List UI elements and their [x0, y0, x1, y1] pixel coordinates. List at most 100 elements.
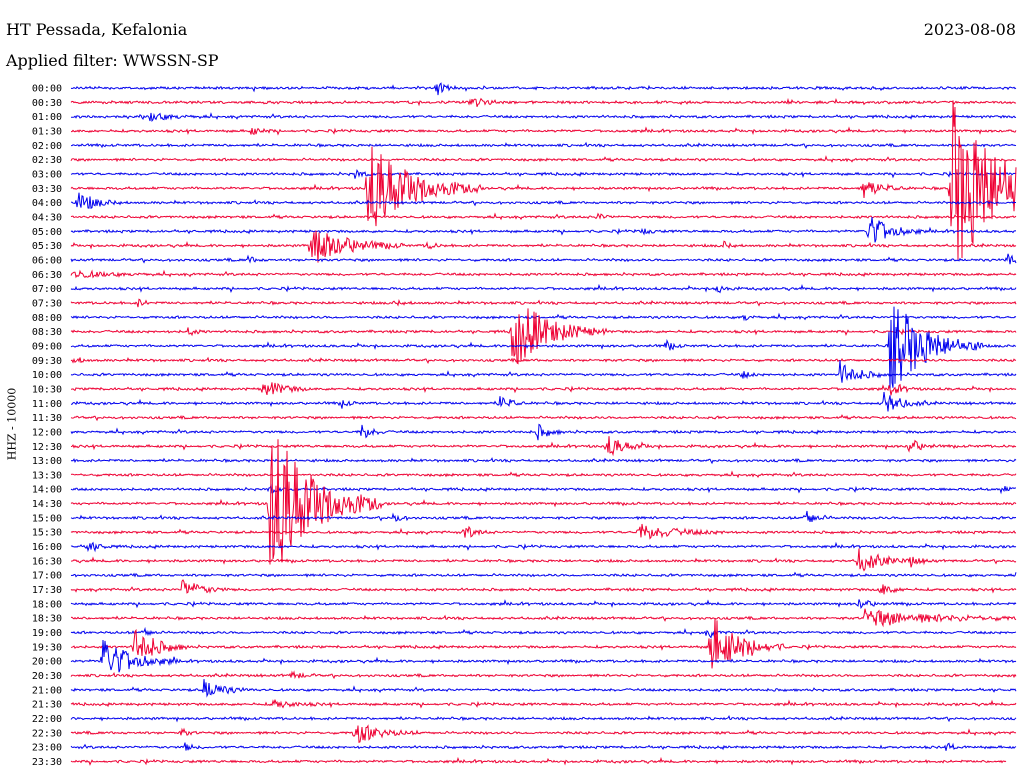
time-label: 05:00 — [32, 227, 62, 238]
time-label: 00:00 — [32, 84, 62, 95]
trace-line — [70, 470, 1017, 479]
trace-line — [70, 112, 1017, 123]
time-label: 23:30 — [32, 757, 62, 768]
time-label: 00:30 — [32, 98, 62, 109]
trace-line — [71, 391, 1017, 412]
trace-line — [70, 283, 1017, 294]
time-label: 17:00 — [32, 571, 62, 582]
time-label: 08:00 — [32, 313, 62, 324]
time-label: 14:00 — [32, 485, 62, 496]
time-label: 12:30 — [32, 442, 62, 453]
time-label: 11:30 — [32, 413, 62, 424]
time-label: 21:30 — [32, 700, 62, 711]
trace-line — [70, 97, 1017, 107]
trace-line — [70, 724, 1017, 744]
trace-line — [70, 253, 1017, 265]
trace-line — [70, 155, 1017, 163]
trace-line — [70, 571, 1017, 578]
time-label: 19:00 — [32, 628, 62, 639]
time-label: 01:30 — [32, 126, 62, 137]
trace-line — [70, 382, 1017, 396]
trace-line — [70, 306, 1017, 390]
time-label: 17:30 — [32, 585, 62, 596]
time-label: 03:00 — [32, 169, 62, 180]
time-label: 08:30 — [32, 327, 62, 338]
time-label: 22:00 — [32, 714, 62, 725]
trace-line — [70, 360, 1017, 383]
date-label: 2023-08-08 — [923, 20, 1016, 39]
trace-line — [70, 356, 1017, 364]
trace-line — [70, 483, 1016, 495]
time-label: 16:30 — [32, 556, 62, 567]
time-label: 21:00 — [32, 685, 62, 696]
trace-line — [70, 699, 1017, 709]
time-label: 10:30 — [32, 384, 62, 395]
time-label: 18:00 — [32, 599, 62, 610]
time-label: 20:00 — [32, 657, 62, 668]
trace-line — [70, 541, 1017, 553]
time-label: 19:30 — [32, 642, 62, 653]
trace-line — [70, 414, 1017, 422]
trace-line — [70, 742, 1017, 751]
trace-line — [70, 756, 1007, 766]
station-title: HT Pessada, Kefalonia — [6, 20, 188, 39]
trace-line — [70, 510, 1017, 522]
trace-line — [70, 269, 1017, 279]
time-label: 14:30 — [32, 499, 62, 510]
trace-line — [70, 714, 1017, 723]
trace-line — [71, 141, 1017, 149]
time-label: 07:30 — [32, 298, 62, 309]
time-label: 03:30 — [32, 184, 62, 195]
time-label: 02:00 — [32, 141, 62, 152]
time-label: 20:30 — [32, 671, 62, 682]
trace-line — [70, 579, 1017, 595]
trace-line — [70, 100, 1017, 261]
time-label: 18:30 — [32, 614, 62, 625]
time-label: 15:30 — [32, 528, 62, 539]
time-label: 05:30 — [32, 241, 62, 252]
trace-line — [70, 217, 1017, 243]
time-label: 07:00 — [32, 284, 62, 295]
trace-line — [70, 439, 1017, 565]
trace-line — [70, 312, 1017, 322]
time-label: 13:30 — [32, 470, 62, 481]
trace-line — [70, 212, 1017, 221]
trace-line — [70, 548, 1017, 572]
trace-line — [70, 599, 1017, 610]
trace-line — [70, 618, 1017, 669]
time-label: 22:30 — [32, 728, 62, 739]
time-label: 04:00 — [32, 198, 62, 209]
time-labels: 00:00 00:30 01:00 01:30 02:00 02:30 03:00 03:30… — [32, 84, 62, 769]
time-label: 23:00 — [32, 743, 62, 754]
trace-line — [70, 436, 1017, 457]
trace-line — [71, 126, 1017, 136]
trace-line — [70, 608, 1017, 628]
time-label: 16:00 — [32, 542, 62, 553]
time-label: 13:00 — [32, 456, 62, 467]
trace-line — [70, 670, 1017, 680]
trace-line — [70, 308, 1017, 365]
trace-line — [70, 298, 1017, 308]
trace-line — [70, 192, 1016, 209]
trace-line — [70, 82, 1017, 96]
trace-line — [70, 639, 1017, 673]
trace-line — [70, 230, 1017, 263]
time-label: 06:00 — [32, 255, 62, 266]
trace-line — [70, 457, 1017, 465]
time-label: 01:00 — [32, 112, 62, 123]
trace-line — [70, 626, 1017, 639]
filter-label: Applied filter: WWSSN-SP — [6, 51, 219, 70]
time-label: 09:30 — [32, 356, 62, 367]
time-label: 06:30 — [32, 270, 62, 281]
trace-line — [70, 168, 1017, 179]
time-label: 09:00 — [32, 341, 62, 352]
seismic-traces — [70, 82, 1017, 766]
time-label: 11:00 — [32, 399, 62, 410]
time-label: 12:00 — [32, 427, 62, 438]
time-label: 15:00 — [32, 513, 62, 524]
time-label: 02:30 — [32, 155, 62, 166]
trace-line — [70, 423, 1017, 441]
time-label: 04:30 — [32, 212, 62, 223]
time-label: 10:00 — [32, 370, 62, 381]
